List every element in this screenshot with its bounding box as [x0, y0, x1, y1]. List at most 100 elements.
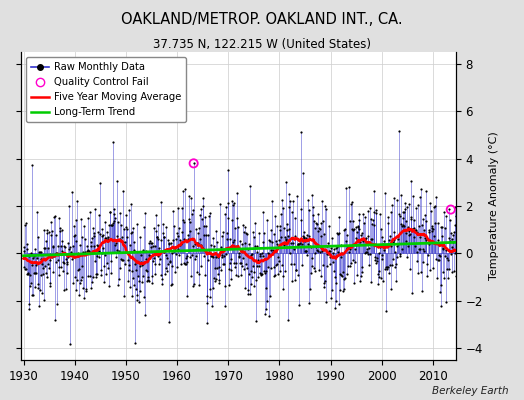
- Point: [257, 250, 266, 257]
- Point: [276, 226, 284, 233]
- Point: [411, 227, 420, 233]
- Point: [24, 270, 32, 277]
- Point: [383, 266, 391, 272]
- Point: [310, 264, 319, 271]
- Point: [402, 238, 410, 244]
- Point: [128, 225, 137, 231]
- Point: [288, 209, 296, 215]
- Point: [216, 201, 224, 208]
- Point: [19, 248, 28, 254]
- Point: [363, 246, 372, 252]
- Point: [293, 241, 302, 248]
- Point: [143, 278, 151, 284]
- Point: [319, 218, 327, 224]
- Point: [381, 189, 389, 196]
- Point: [97, 272, 105, 278]
- Point: [381, 264, 390, 270]
- Point: [407, 178, 416, 184]
- Point: [131, 340, 139, 346]
- Point: [329, 249, 337, 256]
- Point: [156, 237, 165, 243]
- Point: [129, 246, 138, 253]
- Point: [73, 277, 82, 283]
- Point: [110, 210, 118, 217]
- Point: [438, 224, 446, 230]
- Point: [347, 199, 356, 205]
- Point: [90, 232, 99, 239]
- Point: [391, 264, 399, 270]
- Point: [386, 232, 395, 239]
- Point: [322, 205, 330, 212]
- Point: [99, 244, 107, 251]
- Point: [66, 244, 74, 250]
- Point: [83, 215, 92, 222]
- Point: [358, 210, 367, 217]
- Point: [404, 243, 412, 249]
- Point: [105, 222, 114, 228]
- Point: [277, 233, 286, 240]
- Point: [27, 292, 36, 298]
- Point: [156, 249, 165, 256]
- Point: [135, 277, 143, 284]
- Point: [73, 198, 81, 204]
- Point: [119, 226, 128, 233]
- Point: [191, 256, 199, 262]
- Point: [281, 179, 290, 185]
- Point: [154, 253, 162, 259]
- Point: [418, 288, 426, 294]
- Point: [444, 274, 452, 281]
- Point: [159, 234, 168, 240]
- Point: [431, 240, 439, 247]
- Point: [165, 240, 173, 246]
- Point: [123, 226, 132, 232]
- Point: [78, 274, 86, 280]
- Point: [371, 257, 379, 263]
- Point: [75, 280, 84, 286]
- Point: [348, 226, 356, 232]
- Point: [214, 276, 223, 283]
- Point: [205, 210, 214, 217]
- Point: [450, 228, 458, 235]
- Point: [266, 293, 275, 299]
- Point: [274, 254, 282, 260]
- Point: [362, 235, 370, 242]
- Point: [101, 235, 110, 241]
- Point: [83, 248, 91, 254]
- Point: [345, 249, 353, 256]
- Text: OAKLAND/METROP. OAKLAND INT., CA.: OAKLAND/METROP. OAKLAND INT., CA.: [121, 12, 403, 27]
- Point: [79, 249, 88, 256]
- Point: [140, 224, 148, 230]
- Point: [430, 220, 439, 226]
- Point: [77, 215, 85, 222]
- Point: [283, 233, 292, 239]
- Point: [145, 240, 153, 247]
- Point: [64, 203, 73, 210]
- Point: [453, 268, 462, 274]
- Point: [63, 270, 72, 276]
- Point: [239, 229, 248, 235]
- Point: [446, 217, 454, 224]
- Point: [59, 268, 67, 274]
- Point: [405, 232, 413, 238]
- Point: [440, 274, 448, 281]
- Point: [293, 193, 301, 200]
- Point: [264, 237, 272, 244]
- Point: [23, 271, 31, 277]
- Point: [408, 290, 416, 296]
- Point: [446, 206, 455, 213]
- Point: [200, 253, 208, 259]
- Point: [54, 242, 62, 249]
- Point: [315, 225, 323, 231]
- Point: [364, 208, 373, 214]
- Point: [149, 243, 157, 249]
- Point: [451, 250, 459, 257]
- Point: [363, 233, 372, 240]
- Point: [253, 249, 261, 255]
- Point: [203, 320, 211, 327]
- Point: [213, 264, 222, 271]
- Point: [269, 247, 277, 253]
- Point: [61, 250, 70, 256]
- Point: [222, 204, 230, 210]
- Point: [227, 266, 236, 273]
- Point: [382, 308, 390, 314]
